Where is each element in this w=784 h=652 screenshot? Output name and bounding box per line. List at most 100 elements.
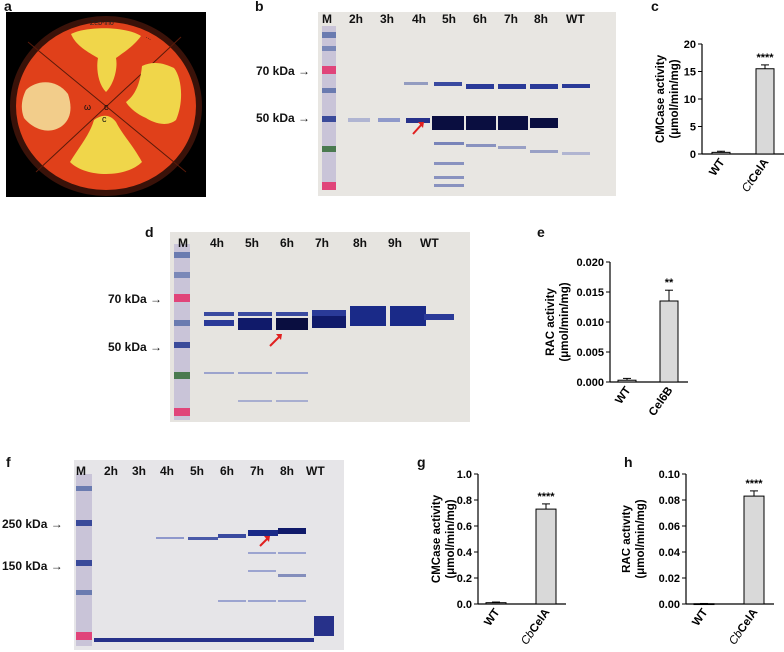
gel-d-lane-8h: 8h xyxy=(353,236,368,250)
gel-b-marker-50: 50 kDa → xyxy=(256,111,311,125)
plate-handwriting-3: c xyxy=(102,114,107,124)
y-axis-label: CMCase activity (μmol/min/mg) xyxy=(655,54,681,143)
gel-b-lane-8h: 8h xyxy=(534,12,549,26)
y-tick-label: 0.10 xyxy=(659,469,680,481)
gel-d-marker-50: 50 kDa → xyxy=(108,340,163,354)
colony-top xyxy=(71,28,141,92)
gel-f: M 2h 3h 4h 5h 6h 7h 8h WT xyxy=(74,460,344,650)
agar-plate-photo: ω c c Zeb-ino ... xyxy=(6,12,206,197)
y-axis-label-line-1: CMCase activity xyxy=(655,54,667,143)
colony-bottom xyxy=(70,115,142,174)
divider-line-1 xyxy=(27,41,187,173)
bar-chart-e: 0.000 0.005 0.010 0.015 0.020 RAC activity (μm… xyxy=(545,257,688,419)
y-tick-label: 0.8 xyxy=(457,495,472,507)
gel-f-lane-3h: 3h xyxy=(132,464,147,478)
gel-f-lane-5h: 5h xyxy=(190,464,205,478)
y-tick-label: 0.2 xyxy=(457,573,472,585)
gel-b-lane-2h: 2h xyxy=(349,12,364,26)
bar xyxy=(659,300,679,383)
gel-f-image xyxy=(74,460,344,650)
significance-marker: **** xyxy=(756,52,774,64)
gel-d-lane-6h: 6h xyxy=(280,236,295,250)
gel-f-lane-7h: 7h xyxy=(250,464,265,478)
panel-letter-a: a xyxy=(4,0,12,14)
bar xyxy=(711,151,731,155)
y-tick-label: 0.02 xyxy=(659,573,680,585)
y-tick-label: 10 xyxy=(684,94,696,106)
bar xyxy=(535,508,557,605)
gel-b-lane-6h: 6h xyxy=(473,12,488,26)
gel-f-lane-2h: 2h xyxy=(104,464,119,478)
gel-d-marker-70: 70 kDa → xyxy=(108,292,163,306)
category-label: CbCelA xyxy=(727,607,760,647)
y-axis-label-line-1: RAC activity xyxy=(622,505,633,573)
panel-letter-g: g xyxy=(417,454,426,470)
y-tick-label: 0.010 xyxy=(576,317,604,329)
significance-marker: ** xyxy=(665,277,674,289)
category-label: WT xyxy=(613,385,633,407)
y-tick-label: 0.6 xyxy=(457,521,472,533)
gel-b-image xyxy=(318,12,616,196)
category-label-rest: CelA xyxy=(736,607,761,635)
plate-handwriting-1: ω xyxy=(84,102,91,112)
plate-label: Zeb-ino xyxy=(90,20,114,27)
y-tick-label: 20 xyxy=(684,39,696,51)
y-axis-label-line-2: (μmol/min/mg) xyxy=(669,59,681,138)
gel-b-lane-3h: 3h xyxy=(380,12,395,26)
gel-d-lane-9h: 9h xyxy=(388,236,403,250)
panel-letter-f: f xyxy=(6,454,11,470)
gel-d-marker-50-text: 50 kDa xyxy=(108,340,147,354)
gel-b-marker-70-text: 70 kDa xyxy=(256,64,295,78)
gel-f-lane-4h: 4h xyxy=(160,464,175,478)
gel-d-image xyxy=(170,232,470,422)
gel-d-lane-wt: WT xyxy=(420,236,439,250)
colony-right xyxy=(126,62,182,124)
bar xyxy=(485,602,507,605)
category-label: Cel6B xyxy=(647,385,676,419)
significance-marker: **** xyxy=(745,478,763,490)
y-axis-label: RAC activity (μmol/min/mg) xyxy=(545,282,571,361)
panel-letter-b: b xyxy=(255,0,264,14)
significance-marker: **** xyxy=(537,491,555,503)
y-tick-label: 0.4 xyxy=(457,547,473,559)
gel-b: M 2h 3h 4h 5h 6h 7h 8h WT xyxy=(318,12,616,196)
divider-line-2 xyxy=(35,36,182,173)
category-label: CtCelA xyxy=(740,157,771,195)
gel-d-lane-7h: 7h xyxy=(315,236,330,250)
gel-d-lane-m: M xyxy=(178,236,188,250)
gel-d-marker-70-text: 70 kDa xyxy=(108,292,147,306)
y-axis-label-line-2: (μmol/min/mg) xyxy=(445,499,457,578)
gel-b-marker-70: 70 kDa → xyxy=(256,64,311,78)
y-tick-label: 0.06 xyxy=(659,521,680,533)
y-axis-label: RAC activity (μmol/min/mg) xyxy=(622,499,647,578)
category-label: WT xyxy=(482,607,502,629)
y-tick-label: 0.005 xyxy=(576,347,604,359)
y-axis-label-line-1: RAC activity xyxy=(545,288,557,356)
y-tick-label: 5 xyxy=(690,122,696,134)
gel-d-lane-5h: 5h xyxy=(245,236,260,250)
y-tick-label: 1.0 xyxy=(457,469,472,481)
gel-b-lane-7h: 7h xyxy=(504,12,519,26)
category-label: CbCelA xyxy=(519,607,552,647)
bar xyxy=(617,379,637,383)
gel-f-lane-m: M xyxy=(76,464,86,478)
category-label-rest: CelA xyxy=(528,607,553,635)
gel-b-lane-m: M xyxy=(322,12,332,26)
plate-handwriting-2: c xyxy=(104,102,109,112)
y-tick-label: 0.00 xyxy=(659,599,680,611)
y-tick-label: 0 xyxy=(690,149,696,161)
gel-b-lane-5h: 5h xyxy=(442,12,457,26)
bar-chart-g: 0.0 0.2 0.4 0.6 0.8 1.0 CMCase activity (μmol/m… xyxy=(431,469,566,647)
y-tick-label: 0.015 xyxy=(576,287,604,299)
gel-f-lane-8h: 8h xyxy=(280,464,295,478)
y-tick-label: 0.04 xyxy=(659,547,681,559)
colony-left xyxy=(21,82,71,131)
agar-plate-drawing: ω c c xyxy=(10,16,202,196)
gel-f-marker-150-text: 150 kDa xyxy=(2,559,48,573)
y-tick-label: 0.0 xyxy=(457,599,472,611)
gel-b-lane-4h: 4h xyxy=(412,12,427,26)
category-label: WT xyxy=(707,157,727,179)
category-label-rest: CelA xyxy=(747,157,772,185)
y-tick-label: 0.000 xyxy=(576,377,604,389)
